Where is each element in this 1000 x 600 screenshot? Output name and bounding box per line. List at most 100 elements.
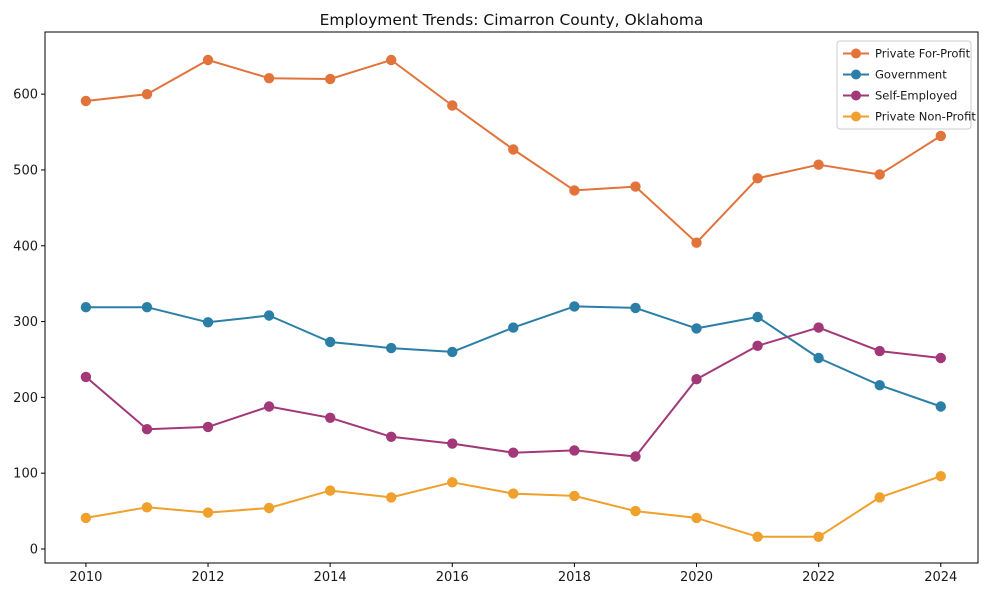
data-point-marker — [202, 54, 214, 66]
data-point-marker — [263, 310, 275, 321]
data-point-marker — [386, 431, 397, 442]
data-point-marker — [508, 447, 519, 458]
data-point-marker — [80, 95, 92, 107]
data-point-marker — [202, 507, 214, 518]
y-tick-label: 400 — [13, 239, 38, 254]
legend: Private For-Profit Government Self-Employe… — [836, 40, 976, 130]
data-point-marker — [813, 531, 824, 542]
y-axis: 0 100 200 300 400 500 600 — [13, 88, 45, 557]
series-line — [85, 326, 941, 458]
data-point-marker — [813, 159, 824, 170]
data-point-marker — [935, 471, 946, 482]
data-point-marker — [263, 401, 275, 412]
legend-marker-dot — [851, 90, 861, 101]
data-point-marker — [752, 340, 763, 351]
data-point-marker — [569, 490, 580, 502]
data-point-marker — [508, 488, 519, 499]
data-point-marker — [386, 54, 397, 66]
data-point-marker — [141, 424, 153, 435]
x-tick-label: 2018 — [558, 570, 591, 585]
data-point-marker — [141, 502, 153, 513]
legend-marker-dot — [851, 111, 861, 122]
y-tick-label: 100 — [13, 467, 38, 482]
x-axis: 2010 2012 2014 2016 2018 2020 2022 2024 — [69, 563, 957, 585]
data-point-marker — [691, 237, 702, 248]
data-point-marker — [447, 438, 458, 449]
data-point-marker — [691, 323, 702, 334]
series-self-employed — [80, 322, 946, 462]
y-tick-label: 200 — [13, 391, 38, 406]
x-tick-label: 2012 — [191, 570, 224, 585]
data-point-marker — [874, 345, 885, 357]
data-point-marker — [447, 100, 458, 111]
data-point-marker — [80, 371, 92, 383]
data-point-marker — [263, 502, 275, 514]
data-point-marker — [325, 485, 336, 496]
x-tick-label: 2016 — [436, 570, 469, 585]
data-point-marker — [813, 352, 824, 364]
data-point-marker — [752, 311, 763, 323]
data-point-marker — [386, 342, 397, 354]
x-tick-label: 2010 — [69, 570, 102, 585]
series-private-non-profit — [80, 471, 946, 542]
data-point-marker — [447, 346, 458, 358]
data-point-marker — [508, 144, 519, 155]
plot-frame — [44, 31, 979, 564]
legend-item-government: Government — [843, 68, 947, 82]
data-point-marker — [263, 73, 275, 84]
data-point-marker — [691, 374, 702, 385]
series-line — [85, 305, 942, 408]
data-point-marker — [630, 302, 641, 314]
data-point-marker — [935, 401, 946, 412]
y-tick-label: 300 — [13, 315, 38, 330]
data-point-marker — [569, 185, 580, 196]
data-point-marker — [569, 445, 580, 456]
data-point-marker — [813, 322, 824, 333]
legend-item-private-non-profit: Private Non-Profit — [843, 110, 976, 124]
y-tick-label: 500 — [13, 163, 38, 178]
data-point-marker — [874, 169, 885, 180]
data-point-marker — [202, 317, 214, 328]
data-point-marker — [630, 451, 641, 462]
legend-label: Private For-Profit — [875, 47, 971, 61]
legend-label: Self-Employed — [875, 89, 957, 103]
data-point-marker — [874, 492, 885, 503]
x-tick-label: 2020 — [680, 570, 713, 585]
data-point-marker — [386, 492, 397, 503]
legend-marker-dot — [851, 48, 861, 59]
data-point-marker — [630, 505, 641, 517]
series-line — [85, 475, 942, 538]
x-tick-label: 2022 — [802, 570, 835, 585]
data-point-marker — [141, 302, 153, 313]
data-point-marker — [202, 421, 214, 433]
y-tick-label: 600 — [13, 88, 38, 103]
data-point-marker — [935, 130, 946, 142]
data-point-marker — [141, 89, 153, 100]
legend-item-private-for-profit: Private For-Profit — [843, 47, 971, 61]
data-point-marker — [80, 302, 92, 313]
data-point-marker — [752, 531, 763, 542]
data-point-marker — [874, 380, 885, 391]
data-point-marker — [447, 477, 458, 488]
legend-item-self-employed: Self-Employed — [843, 89, 957, 103]
data-point-marker — [935, 352, 946, 364]
legend-label: Private Non-Profit — [875, 110, 976, 124]
legend-box — [836, 40, 972, 130]
data-point-marker — [80, 512, 92, 524]
series-government — [80, 301, 946, 412]
legend-label: Government — [875, 68, 947, 82]
data-point-marker — [325, 412, 336, 423]
data-point-marker — [752, 173, 763, 184]
data-point-marker — [325, 73, 336, 85]
y-tick-label: 0 — [30, 542, 38, 557]
chart-title: Employment Trends: Cimarron County, Okla… — [319, 11, 704, 29]
data-point-marker — [691, 512, 702, 524]
legend-marker-dot — [851, 69, 861, 80]
data-point-marker — [569, 301, 580, 312]
x-tick-label: 2024 — [924, 570, 957, 585]
data-point-marker — [508, 322, 519, 333]
series-private-for-profit — [80, 54, 946, 248]
data-point-marker — [325, 336, 336, 348]
